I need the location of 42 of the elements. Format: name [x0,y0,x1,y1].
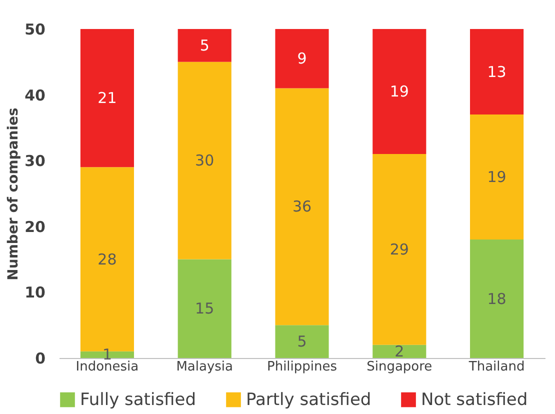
bar [178,29,232,62]
data-label: 19 [487,168,506,186]
bar [372,29,426,154]
y-axis-title: Number of companies [6,108,22,280]
data-label: 18 [487,290,506,308]
bar [178,62,232,260]
legend-label: Partly satisfied [246,390,372,410]
bar [470,29,524,115]
data-label: 2 [394,342,404,360]
data-label: 9 [297,50,307,68]
data-label: 36 [292,198,312,216]
bar [80,29,134,168]
data-label: 13 [487,62,506,81]
x-tick-label: Malaysia [176,360,234,374]
data-label: 5 [297,332,307,351]
data-label: 15 [195,300,214,318]
bar [275,29,329,88]
y-tick-label: 10 [24,284,46,302]
legend-label: Not satisfied [421,390,528,410]
x-tick-label: Philippines [266,360,338,374]
data-label: 19 [390,82,409,101]
legend-label: Fully satisfied [80,390,196,410]
x-tick-label: Thailand [468,360,525,374]
y-tick-label: 20 [24,218,46,236]
y-tick-label: 30 [24,152,46,170]
data-label: 30 [195,152,214,170]
bar [178,259,232,358]
bar [372,154,426,345]
y-tick-label: 50 [24,20,46,38]
data-label: 21 [98,89,117,108]
data-label: 28 [98,250,117,268]
bar [275,88,329,326]
data-label: 29 [390,240,409,258]
bar [470,114,524,240]
bar [372,344,426,358]
data-label: 5 [200,36,210,54]
x-tick-label: Indonesia [76,360,139,374]
bar [470,240,524,358]
bar [275,325,329,358]
x-tick-label: Singapore [366,360,432,374]
y-tick-label: 0 [35,350,46,368]
y-tick-label: 40 [24,86,46,104]
